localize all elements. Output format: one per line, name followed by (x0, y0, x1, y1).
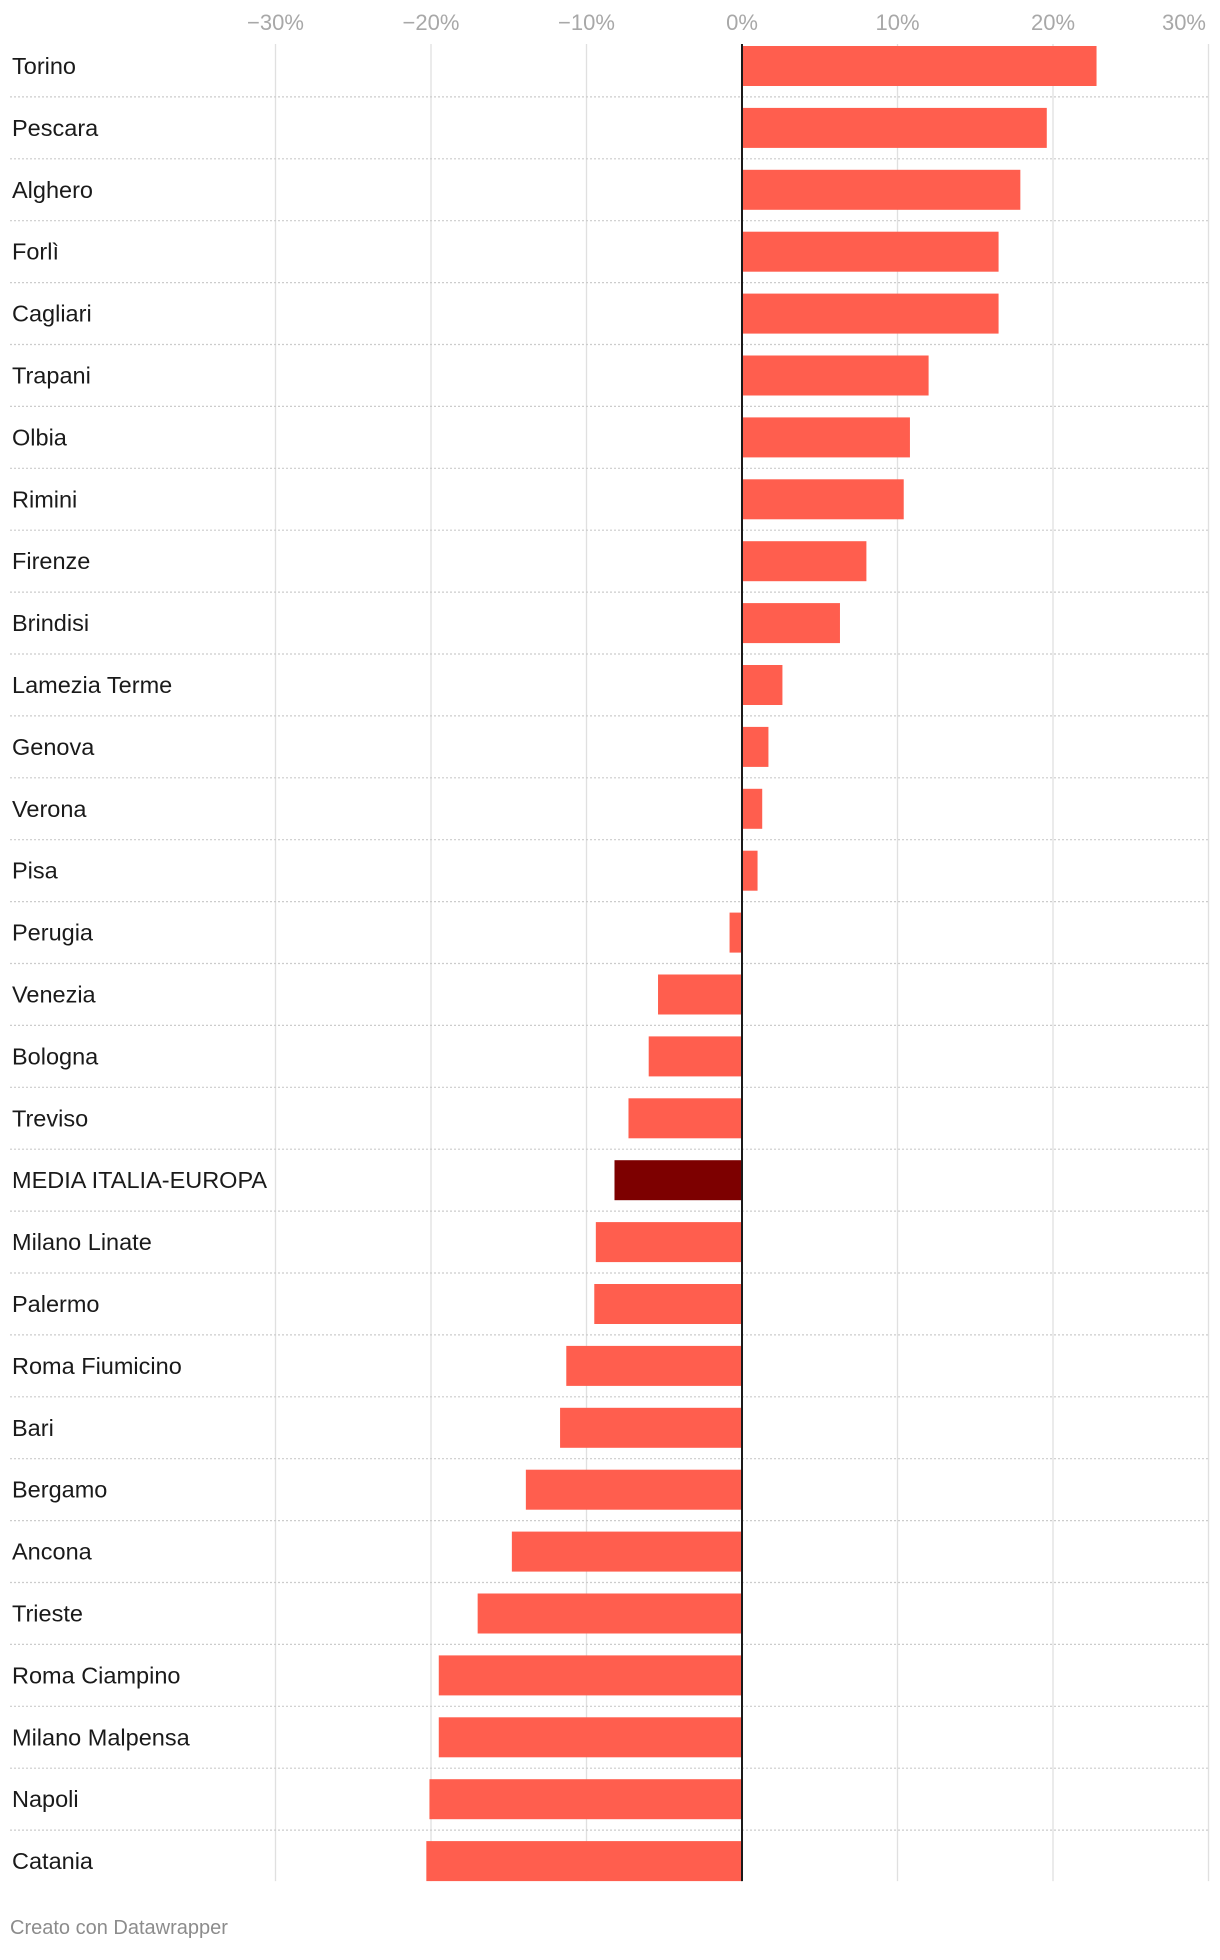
category-label: Treviso (12, 1105, 88, 1131)
category-label: Olbia (12, 424, 68, 450)
category-label: Brindisi (12, 610, 89, 636)
bar-forl- (742, 231, 999, 272)
bar-torino (742, 46, 1097, 86)
bar-bologna (648, 1036, 742, 1077)
footer-credit: Creato con Datawrapper (10, 1917, 228, 1939)
x-tick-label: −20% (403, 10, 460, 35)
bar-media-italia-europa (614, 1160, 742, 1201)
x-tick-label: −10% (558, 10, 615, 35)
category-label: Torino (12, 53, 76, 79)
bar-milano-linate (595, 1222, 742, 1263)
bar-treviso (628, 1098, 742, 1139)
category-label: Bari (12, 1415, 54, 1441)
bar-roma-ciampino (438, 1655, 742, 1696)
bar-trieste (477, 1593, 742, 1634)
category-label: Milano Linate (12, 1229, 152, 1255)
bar-palermo (594, 1284, 742, 1324)
category-label: Bologna (12, 1043, 99, 1069)
category-label: Palermo (12, 1291, 100, 1317)
category-label: MEDIA ITALIA-EUROPA (12, 1167, 267, 1193)
bar-perugia (729, 912, 742, 953)
category-label: Forlì (12, 239, 59, 265)
category-label: Perugia (12, 920, 94, 946)
category-label: Verona (12, 796, 87, 822)
category-label: Bergamo (12, 1477, 107, 1503)
bar-bergamo (525, 1469, 742, 1510)
category-label: Roma Fiumicino (12, 1353, 182, 1379)
bar-bari (560, 1407, 742, 1448)
x-tick-label: 0% (726, 10, 758, 35)
category-label: Venezia (12, 982, 97, 1008)
category-label: Lamezia Terme (12, 672, 172, 698)
category-labels: Torino Pescara Alghero Forlì Cagliari Trapani… (12, 53, 267, 1874)
category-label: Cagliari (12, 301, 92, 327)
bar-brindisi (742, 603, 840, 644)
bar-pescara (742, 107, 1047, 148)
category-label: Ancona (12, 1539, 93, 1565)
category-label: Firenze (12, 548, 90, 574)
category-label: Pescara (12, 115, 99, 141)
bar-olbia (742, 417, 910, 458)
bars (426, 46, 1097, 1882)
category-label: Napoli (12, 1786, 79, 1812)
category-label: Rimini (12, 486, 77, 512)
bar-roma-fiumicino (566, 1345, 742, 1386)
category-label: Roma Ciampino (12, 1662, 180, 1688)
x-axis-ticks: −30% −20% −10% 0% 10% 20% 30% (247, 10, 1206, 35)
category-label: Genova (12, 734, 95, 760)
x-tick-label: 20% (1031, 10, 1075, 35)
x-tick-label: −30% (247, 10, 304, 35)
bar-catania (426, 1841, 742, 1882)
bar-trapani (742, 355, 929, 396)
category-label: Alghero (12, 177, 93, 203)
bar-alghero (742, 169, 1021, 210)
bar-napoli (429, 1779, 742, 1820)
category-label: Catania (12, 1848, 94, 1874)
bar-firenze (742, 541, 867, 582)
category-label: Trapani (12, 363, 91, 389)
bar-genova (742, 726, 769, 767)
bar-cagliari (742, 293, 999, 334)
bar-verona (742, 788, 763, 829)
bar-milano-malpensa (438, 1717, 742, 1758)
x-tick-label: 10% (875, 10, 919, 35)
bar-ancona (511, 1531, 742, 1572)
bar-venezia (658, 974, 742, 1015)
bar-pisa (742, 850, 758, 891)
category-label: Trieste (12, 1601, 83, 1627)
grid-lines (274, 44, 1210, 1882)
bar-lamezia-terme (742, 665, 783, 705)
category-label: Pisa (12, 858, 59, 884)
category-label: Milano Malpensa (12, 1724, 191, 1750)
bar-rimini (742, 479, 904, 520)
x-tick-label: 30% (1162, 10, 1206, 35)
